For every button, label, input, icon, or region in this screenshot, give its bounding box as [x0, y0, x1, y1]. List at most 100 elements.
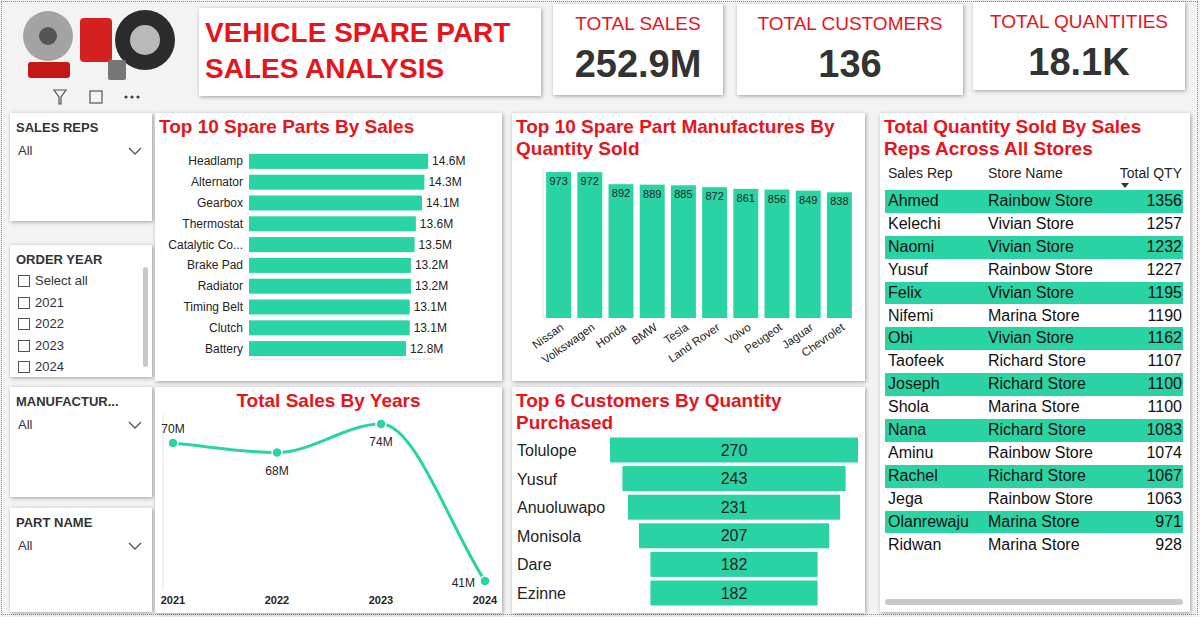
data-label: 973: [549, 175, 567, 187]
slicer-option[interactable]: 2023: [16, 337, 136, 355]
table-cell: Joseph: [888, 373, 940, 396]
option-label: 2023: [35, 338, 64, 353]
value-axis-line: [543, 168, 544, 318]
logo-disc: [23, 11, 73, 61]
bar: [765, 190, 790, 318]
spare-parts-panel: Headlamp14.6MAlternator14.3MGearbox14.1M…: [155, 113, 502, 381]
category-label: Thermostat: [182, 217, 243, 231]
table-cell: Marina Store: [988, 534, 1080, 557]
slicer-dropdown[interactable]: All: [16, 534, 144, 556]
tick-label: 2021: [161, 594, 185, 606]
chevron-line: [129, 148, 141, 154]
checkbox[interactable]: [18, 297, 30, 309]
bar: [702, 187, 727, 318]
funnel-bar: [622, 466, 845, 491]
table-cell: 1074: [1146, 442, 1182, 465]
slicer-label: ORDER YEAR: [16, 252, 102, 267]
point: [480, 576, 490, 586]
data-label: 182: [721, 556, 748, 573]
table-cell: Vivian Store: [988, 282, 1074, 305]
table-cell: Vivian Store: [988, 213, 1074, 236]
category-label: Volkswagen: [540, 321, 597, 366]
kpi-card: TOTAL CUSTOMERS136: [737, 4, 963, 95]
checkbox[interactable]: [18, 318, 30, 330]
table-cell: 1100: [1148, 373, 1182, 396]
category-label: Brake Pad: [187, 258, 243, 272]
scrollbar: [143, 267, 148, 367]
table-cell: 1067: [1146, 465, 1182, 488]
category-label: Tolulope: [517, 442, 577, 459]
table-cell: 1083: [1146, 419, 1182, 442]
slicer-dropdown[interactable]: All: [16, 139, 144, 161]
data-label: 14.1M: [426, 196, 459, 210]
logo-rim: [130, 25, 160, 55]
slicer-label: PART NAME: [16, 515, 92, 530]
checkbox[interactable]: [18, 361, 30, 373]
kpi-value: 136: [737, 42, 963, 86]
category-label: Dare: [517, 556, 552, 573]
manufacturers-panel: 973Nissan972Volkswagen892Honda889BMW885T…: [512, 113, 865, 381]
table-cell: Naomi: [888, 236, 934, 259]
data-label: 70M: [161, 422, 184, 436]
category-label: Alternator: [191, 175, 243, 189]
chevron: [128, 541, 142, 551]
table-cell: 971: [1155, 511, 1182, 534]
filter-icon: [54, 90, 66, 104]
funnel-bar: [650, 581, 817, 606]
table-cell: Rainbow Store: [988, 442, 1093, 465]
bar: [796, 191, 821, 318]
bar: [249, 216, 416, 231]
chart-title: Total Quantity Sold By Sales Reps Across…: [884, 116, 1184, 160]
table-cell: Vivian Store: [988, 236, 1074, 259]
category-label: Peugeot: [742, 320, 785, 355]
data-label: 231: [721, 499, 748, 516]
slicer-option[interactable]: 2024: [16, 358, 136, 376]
table-cell: 1257: [1146, 213, 1182, 236]
slicer-option[interactable]: Select all: [16, 272, 136, 290]
slicer-dropdown[interactable]: All: [16, 413, 144, 435]
data-label: 13.1M: [414, 321, 447, 335]
category-label: Clutch: [209, 321, 243, 335]
data-label: 74M: [369, 435, 392, 449]
category-label: Honda: [594, 320, 629, 350]
category-label: Monisola: [517, 528, 581, 545]
checkbox[interactable]: [18, 275, 30, 287]
category-label: BMW: [629, 321, 659, 347]
plot-marks: [249, 154, 428, 356]
table-cell: 1227: [1146, 259, 1182, 282]
category-label: Land Rover: [666, 321, 722, 365]
data-label: 68M: [265, 464, 288, 478]
funnel-bar: [639, 523, 829, 548]
table-cell: 1107: [1148, 350, 1182, 373]
table-cell: 1162: [1148, 327, 1182, 350]
category-label: Yusuf: [517, 471, 558, 488]
slicer-value: All: [18, 143, 32, 158]
kpi-label: TOTAL QUANTITIES: [973, 11, 1185, 33]
option-label: 2022: [35, 316, 64, 331]
slicer: PART NAME All: [10, 508, 152, 612]
slicer-option[interactable]: 2021: [16, 294, 136, 312]
checkbox[interactable]: [18, 340, 30, 352]
customers-panel: Tolulope270Yusuf243Anuoluwapo231Monisola…: [512, 387, 865, 613]
point: [168, 438, 178, 448]
table-cell: Nana: [888, 419, 926, 442]
line: [173, 424, 485, 581]
value-axis-line: [249, 359, 433, 360]
slicer-option[interactable]: 2022: [16, 315, 136, 333]
table-cell: Vivian Store: [988, 327, 1074, 350]
funnel-bar: [650, 552, 817, 577]
data-label: 861: [737, 192, 755, 204]
table-cell: Richard Store: [988, 419, 1086, 442]
slicer: ORDER YEAR Select all 2021 2022 2023 2024: [10, 245, 152, 377]
chevron-line: [129, 543, 141, 549]
chevron-line: [129, 422, 141, 428]
category-label: Timing Belt: [183, 300, 243, 314]
table-cell: Shola: [888, 396, 929, 419]
table-cell: Richard Store: [988, 350, 1086, 373]
bar: [249, 175, 424, 190]
table-cell: Taofeek: [888, 350, 944, 373]
chart-title: Top 10 Spare Part Manufactures By Quanti…: [516, 116, 861, 160]
table-cell: Marina Store: [988, 511, 1080, 534]
table-cell: Olanrewaju: [888, 511, 969, 534]
table-panel: Total Quantity Sold By Sales Reps Across…: [880, 113, 1190, 612]
